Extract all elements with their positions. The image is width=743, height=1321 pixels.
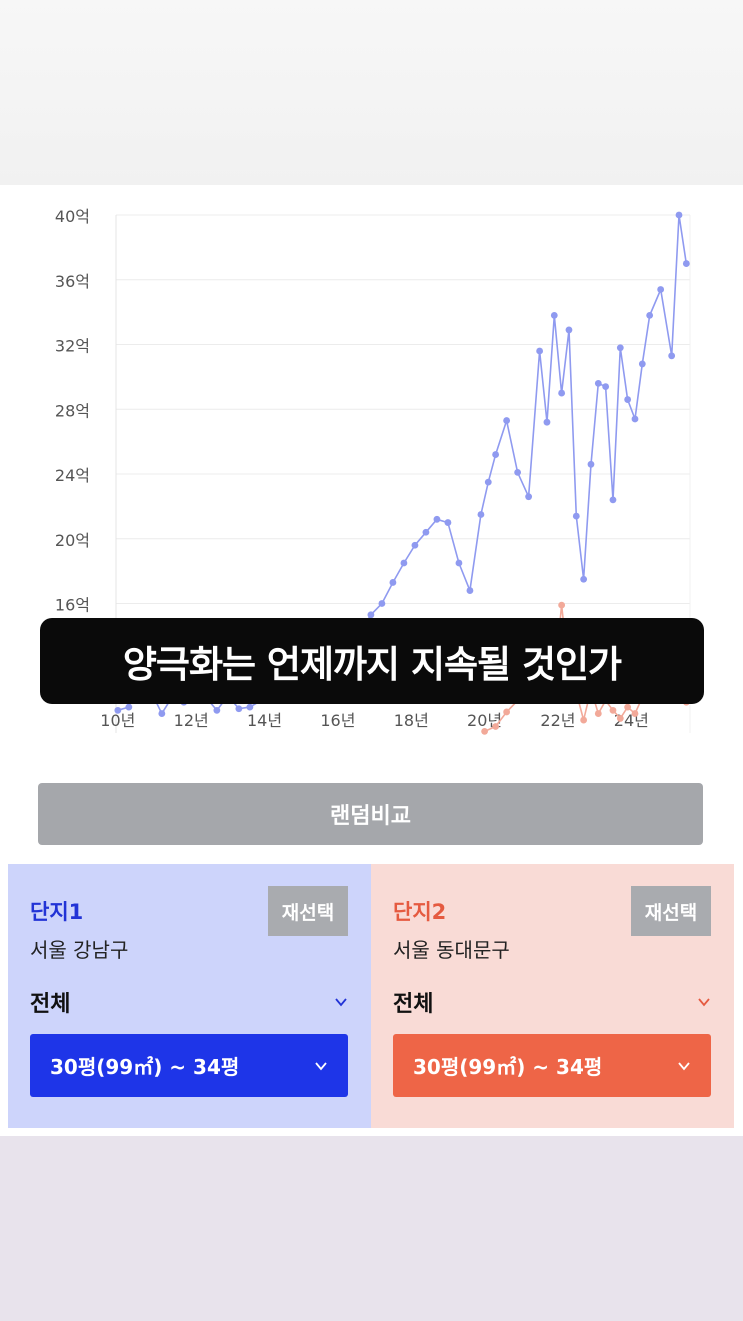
complex1-region: 서울 강남구 <box>30 938 129 962</box>
data-point <box>550 311 558 319</box>
data-point <box>367 611 375 619</box>
data-point <box>657 286 665 293</box>
data-point <box>631 415 639 423</box>
data-point <box>484 478 492 486</box>
complex2-type-value: 전체 <box>393 992 434 1017</box>
data-point <box>587 460 595 468</box>
y-tick-label: 24억 <box>55 466 90 485</box>
data-point <box>503 708 511 716</box>
y-tick-label: 36억 <box>55 272 90 291</box>
complex1-type-dropdown[interactable]: 전체 <box>30 982 348 1022</box>
random-compare-button[interactable]: 랜덤비교 <box>38 783 703 845</box>
chevron-down-icon <box>698 998 710 1007</box>
data-point <box>481 727 489 735</box>
complex1-size-value: 30평(99㎡) ~ 34평 <box>50 1055 240 1079</box>
data-point <box>638 360 646 368</box>
data-point <box>492 451 500 458</box>
data-point <box>114 706 122 714</box>
data-point <box>422 528 430 536</box>
data-point <box>631 710 639 717</box>
data-point <box>455 559 463 567</box>
y-tick-label: 40억 <box>55 207 90 226</box>
complex2-size-value: 30평(99㎡) ~ 34평 <box>413 1055 603 1079</box>
y-tick-label: 20억 <box>55 531 90 550</box>
data-point <box>389 579 397 586</box>
data-point <box>514 468 522 476</box>
data-point <box>558 601 566 609</box>
data-point <box>433 515 441 523</box>
data-point <box>624 396 632 403</box>
data-point <box>477 511 485 518</box>
caption-overlay: 양극화는 언제까지 지속될 것인가 <box>40 618 704 704</box>
data-point <box>158 710 166 717</box>
complex2-type-dropdown[interactable]: 전체 <box>393 982 711 1022</box>
data-point <box>400 559 408 567</box>
data-point <box>235 705 243 713</box>
complex1-type-value: 전체 <box>30 992 71 1017</box>
data-point <box>609 496 617 504</box>
y-tick-label: 16억 <box>55 596 90 615</box>
data-point <box>682 260 690 267</box>
data-point <box>466 587 474 594</box>
data-point <box>609 706 617 714</box>
data-point <box>378 600 386 607</box>
data-point <box>246 703 254 711</box>
data-point <box>572 512 580 520</box>
complex2-panel: 단지2 재선택 서울 동대문구 전체 30평(99㎡) ~ 34평 <box>371 864 734 1128</box>
chevron-down-icon <box>335 998 347 1007</box>
data-point <box>594 710 602 717</box>
data-point <box>594 379 602 387</box>
complex1-name: 단지1 <box>30 900 84 924</box>
data-point <box>602 383 610 390</box>
x-tick-label: 22년 <box>540 711 575 730</box>
top-blank-band <box>0 0 743 185</box>
data-point <box>580 575 588 583</box>
data-point <box>558 389 566 397</box>
data-point <box>580 716 588 724</box>
complex1-reselect-button[interactable]: 재선택 <box>268 886 348 936</box>
data-point <box>536 347 544 355</box>
data-point <box>565 326 573 334</box>
data-point <box>543 418 551 426</box>
chevron-down-icon <box>678 1061 690 1070</box>
data-point <box>675 211 683 219</box>
x-tick-label: 16년 <box>320 711 355 730</box>
complex2-region: 서울 동대문구 <box>393 938 510 962</box>
data-point <box>125 703 133 711</box>
complex2-reselect-button[interactable]: 재선택 <box>631 886 711 936</box>
data-point <box>616 715 624 722</box>
data-point <box>624 703 632 711</box>
data-point <box>616 344 624 352</box>
complex1-panel: 단지1 재선택 서울 강남구 전체 30평(99㎡) ~ 34평 <box>8 864 371 1128</box>
data-point <box>646 311 654 319</box>
bottom-blank-band <box>0 1136 743 1321</box>
y-tick-label: 32억 <box>55 337 90 356</box>
data-point <box>444 519 452 526</box>
complex-panels: 단지1 재선택 서울 강남구 전체 30평(99㎡) ~ 34평 단지2 재선택… <box>8 864 734 1128</box>
data-point <box>492 723 500 730</box>
data-point <box>668 352 676 360</box>
chevron-down-icon <box>315 1061 327 1070</box>
y-tick-label: 28억 <box>55 401 90 420</box>
complex2-size-dropdown[interactable]: 30평(99㎡) ~ 34평 <box>393 1034 711 1097</box>
x-tick-label: 14년 <box>247 711 282 730</box>
data-point <box>503 417 511 424</box>
x-tick-label: 10년 <box>100 711 135 730</box>
complex1-size-dropdown[interactable]: 30평(99㎡) ~ 34평 <box>30 1034 348 1097</box>
data-point <box>213 706 221 714</box>
complex2-name: 단지2 <box>393 900 447 924</box>
data-point <box>411 541 419 549</box>
data-point <box>525 493 533 501</box>
x-tick-label: 18년 <box>394 711 429 730</box>
x-tick-label: 12년 <box>174 711 209 730</box>
